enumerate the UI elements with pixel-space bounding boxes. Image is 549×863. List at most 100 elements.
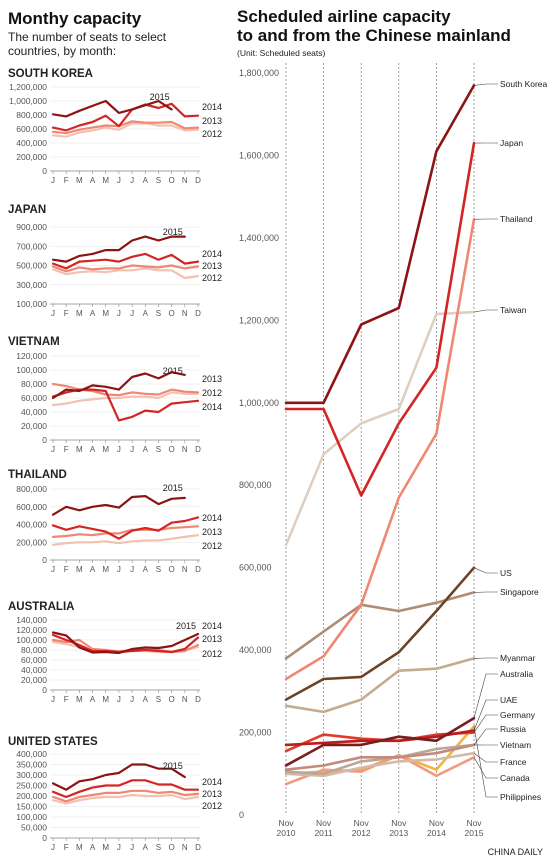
x-tick-label: 2014 bbox=[427, 828, 446, 838]
x-tick-label: D bbox=[195, 695, 201, 704]
y-tick-label: 400,000 bbox=[16, 520, 47, 530]
x-tick-label: A bbox=[143, 176, 149, 185]
series-line-2015 bbox=[51, 631, 200, 655]
series-label-2015: 2015 bbox=[163, 366, 183, 376]
y-tick-label: 100,000 bbox=[16, 365, 47, 375]
y-tick-label: 60,000 bbox=[21, 393, 47, 403]
x-tick-label: Nov bbox=[316, 818, 332, 828]
x-tick-label: D bbox=[195, 565, 201, 574]
y-tick-label: 1,200,000 bbox=[239, 315, 279, 325]
y-tick-label: 200,000 bbox=[16, 152, 47, 162]
leader-south-korea bbox=[473, 83, 498, 86]
y-tick-label: 200,000 bbox=[16, 791, 47, 801]
x-tick-label: N bbox=[182, 309, 188, 318]
y-tick-label: 1,600,000 bbox=[239, 150, 279, 160]
small-chart-title: VIETNAM bbox=[8, 336, 60, 348]
x-tick-label: J bbox=[51, 565, 55, 574]
y-tick-label: 1,200,000 bbox=[9, 82, 47, 92]
x-tick-label: J bbox=[51, 176, 55, 185]
y-tick-label: 1,000,000 bbox=[239, 398, 279, 408]
series-label-philippines: Philippines bbox=[500, 792, 541, 802]
x-tick-label: N bbox=[182, 843, 188, 852]
series-line-2012 bbox=[51, 391, 200, 407]
left-subtitle-line1: The number of seats to select bbox=[8, 30, 167, 44]
y-tick-label: 20,000 bbox=[21, 421, 47, 431]
x-tick-label: F bbox=[64, 565, 69, 574]
small-chart-vietnam: VIETNAM 0 20,000 40,000 60,000 80,000 100,000 1… bbox=[8, 336, 222, 454]
x-tick-label: J bbox=[130, 565, 134, 574]
x-tick-label: Nov bbox=[354, 818, 370, 828]
series-line-2012 bbox=[51, 122, 200, 138]
x-tick-label: J bbox=[51, 695, 55, 704]
x-tick-label: S bbox=[156, 176, 161, 185]
y-tick-label: 0 bbox=[239, 810, 244, 820]
unit-note: (Unit: Scheduled seats) bbox=[237, 48, 326, 58]
x-tick-label: J bbox=[130, 445, 134, 454]
x-tick-label: S bbox=[156, 695, 161, 704]
x-tick-label: M bbox=[76, 309, 83, 318]
x-tick-label: J bbox=[51, 445, 55, 454]
y-tick-label: 500,000 bbox=[16, 261, 47, 271]
y-tick-label: 150,000 bbox=[16, 802, 47, 812]
series-label-2012: 2012 bbox=[202, 801, 222, 811]
x-tick-label: D bbox=[195, 445, 201, 454]
series-label-2015: 2015 bbox=[163, 761, 183, 771]
y-tick-label: 300,000 bbox=[16, 770, 47, 780]
x-tick-label: 2013 bbox=[389, 828, 408, 838]
x-tick-label: S bbox=[156, 565, 161, 574]
y-tick-label: 250,000 bbox=[16, 781, 47, 791]
y-tick-label: 1,000,000 bbox=[9, 96, 47, 106]
series-label-2012: 2012 bbox=[202, 388, 222, 398]
x-tick-label: N bbox=[182, 445, 188, 454]
x-tick-label: A bbox=[90, 843, 96, 852]
x-tick-label: A bbox=[143, 565, 149, 574]
y-tick-label: 0 bbox=[42, 685, 47, 695]
left-title: Monthy capacity bbox=[8, 9, 142, 28]
y-tick-label: 40,000 bbox=[21, 665, 47, 675]
x-tick-label: O bbox=[169, 176, 175, 185]
x-tick-label: J bbox=[117, 565, 121, 574]
series-label-2015: 2015 bbox=[163, 227, 183, 237]
series-label-australia: Australia bbox=[500, 669, 533, 679]
x-tick-label: M bbox=[102, 695, 109, 704]
leader-uae bbox=[473, 699, 498, 731]
x-tick-label: M bbox=[76, 176, 83, 185]
series-line-2013 bbox=[51, 525, 200, 538]
series-label-vietnam: Vietnam bbox=[500, 740, 531, 750]
x-tick-label: M bbox=[102, 176, 109, 185]
series-label-2013: 2013 bbox=[202, 261, 222, 271]
y-tick-label: 20,000 bbox=[21, 675, 47, 685]
y-tick-label: 300,000 bbox=[16, 280, 47, 290]
x-tick-label: M bbox=[102, 843, 109, 852]
line-south-korea bbox=[284, 84, 476, 405]
x-tick-label: O bbox=[169, 565, 175, 574]
x-tick-label: M bbox=[76, 445, 83, 454]
small-chart-title: AUSTRALIA bbox=[8, 601, 74, 613]
series-line-2013 bbox=[51, 264, 200, 273]
series-label-russia: Russia bbox=[500, 724, 526, 734]
y-tick-label: 0 bbox=[42, 833, 47, 843]
series-line-2012 bbox=[51, 793, 200, 805]
series-label-south-korea: South Korea bbox=[500, 79, 548, 89]
line-japan bbox=[284, 141, 476, 497]
y-tick-label: 100,000 bbox=[16, 299, 47, 309]
y-tick-label: 1,800,000 bbox=[239, 68, 279, 78]
x-tick-label: F bbox=[64, 695, 69, 704]
x-tick-label: J bbox=[117, 445, 121, 454]
y-tick-label: 600,000 bbox=[16, 502, 47, 512]
x-tick-label: A bbox=[143, 695, 149, 704]
x-tick-label: J bbox=[130, 309, 134, 318]
x-tick-label: N bbox=[182, 695, 188, 704]
x-tick-label: A bbox=[90, 309, 96, 318]
y-tick-label: 0 bbox=[42, 435, 47, 445]
series-label-germany: Germany bbox=[500, 710, 536, 720]
x-tick-label: S bbox=[156, 445, 161, 454]
x-tick-label: F bbox=[64, 843, 69, 852]
x-tick-label: A bbox=[90, 695, 96, 704]
leader-canada bbox=[473, 757, 498, 779]
series-line-2012 bbox=[51, 534, 200, 546]
y-tick-label: 100,000 bbox=[16, 635, 47, 645]
x-tick-label: Nov bbox=[466, 818, 482, 828]
x-tick-label: F bbox=[64, 176, 69, 185]
